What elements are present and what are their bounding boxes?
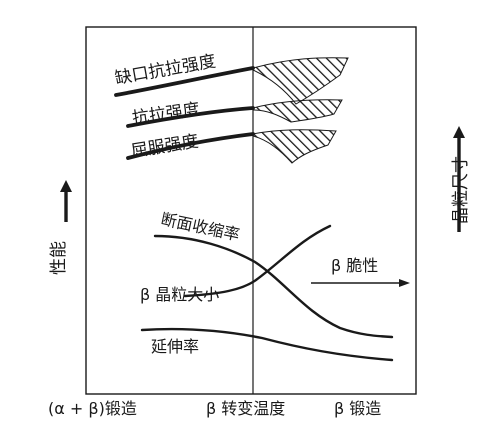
alpha-beta-forging-label: (α + β)锻造 [48,399,137,418]
grain-size-axis-label: 晶粒尺寸 [451,156,471,224]
tensile-strength-label: 抗拉强度 [131,100,201,129]
performance-axis-arrow-head [60,180,72,192]
plot-frame [85,26,417,395]
notch-strength-curve [114,66,255,97]
notch-strength-scatter-band [252,57,349,105]
yield-strength-scatter-band [252,129,337,164]
brittleness-arrow-head [399,279,410,287]
beta-forging-label: β 锻造 [334,399,381,418]
elongation-label: 延伸率 [151,337,199,356]
yield-strength-curve [126,132,255,160]
beta-grain-size-label: β 晶粒大小 [140,285,219,304]
tensile-strength-scatter-band [252,99,343,123]
performance-axis-label: 性能 [49,241,69,275]
tensile-strength-curve [126,106,255,128]
beta-brittleness-label: β 脆性 [331,256,378,275]
beta-grain-size-curve [183,224,332,298]
notch-strength-label: 缺口抗拉强度 [113,52,217,89]
elongation-curve [140,327,394,362]
reduction-of-area-label: 断面收缩率 [159,209,241,244]
yield-strength-label: 屈服强度 [130,132,200,162]
reduction-of-area-curve [153,234,394,339]
beta-transus-label: β 转变温度 [206,399,285,418]
grain-size-axis-arrow-head [453,126,465,138]
